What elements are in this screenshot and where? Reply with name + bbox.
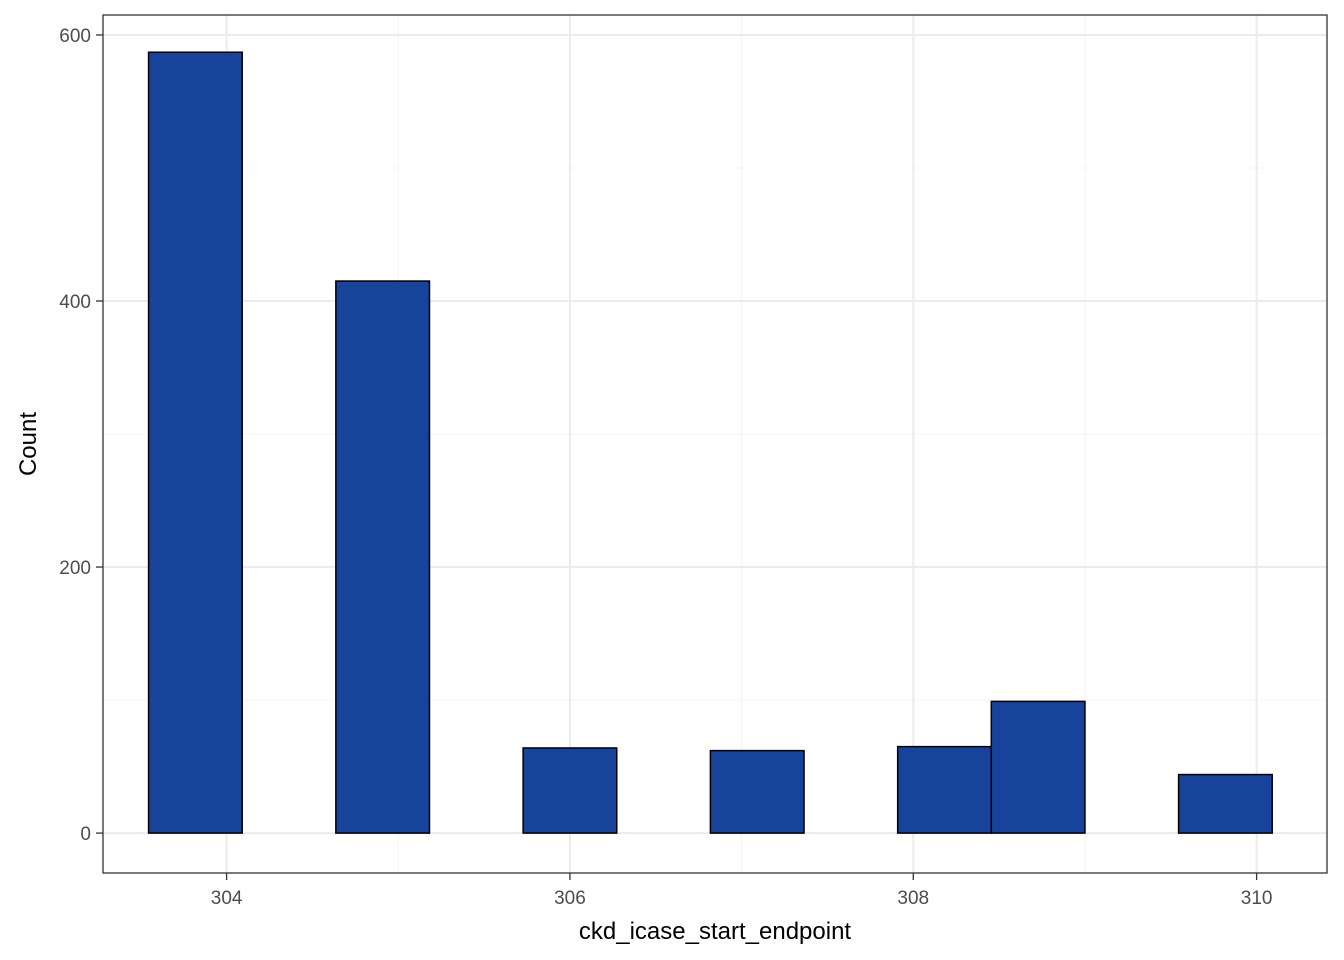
histogram-bar bbox=[335, 280, 431, 834]
x-axis-ticks: 304 306 308 310 bbox=[211, 873, 1273, 909]
x-axis-title: ckd_icase_start_endpoint bbox=[579, 918, 852, 945]
x-tick-label: 308 bbox=[897, 888, 929, 909]
histogram-bar bbox=[522, 747, 618, 834]
histogram-bar bbox=[1177, 773, 1273, 834]
histogram-bar bbox=[896, 745, 993, 834]
histogram-bars bbox=[147, 51, 1273, 834]
histogram-bar bbox=[147, 51, 243, 834]
y-axis-ticks: 0 200 400 600 bbox=[59, 26, 103, 845]
y-axis-title: Count bbox=[15, 412, 42, 476]
y-tick-label: 200 bbox=[59, 558, 91, 579]
x-tick-label: 304 bbox=[211, 888, 243, 909]
y-tick-label: 0 bbox=[80, 824, 91, 845]
histogram-bar bbox=[990, 700, 1086, 834]
x-tick-label: 310 bbox=[1241, 888, 1273, 909]
y-tick-label: 400 bbox=[59, 292, 91, 313]
panel-border bbox=[102, 14, 1328, 874]
minor-gridlines bbox=[103, 15, 1327, 873]
x-tick-label: 306 bbox=[554, 888, 586, 909]
y-tick-label: 600 bbox=[59, 26, 91, 47]
histogram-bar bbox=[709, 749, 805, 834]
major-gridlines bbox=[103, 15, 1327, 873]
